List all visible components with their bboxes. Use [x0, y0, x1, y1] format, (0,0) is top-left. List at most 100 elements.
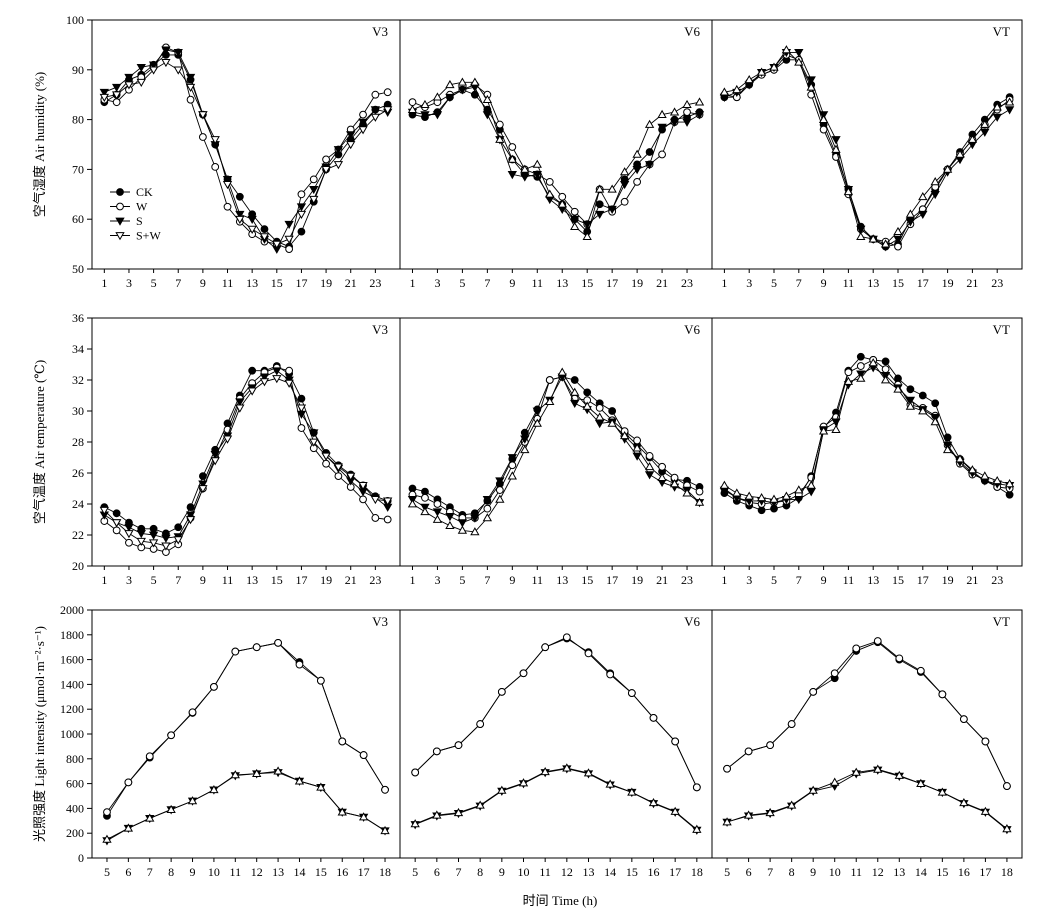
x-tick-label: 16	[958, 865, 970, 879]
y-tick-label-humidity: 100	[66, 13, 84, 27]
data-point	[124, 523, 134, 533]
data-point	[273, 766, 283, 775]
data-point	[260, 225, 269, 234]
data-point	[532, 407, 542, 416]
data-point	[145, 813, 155, 822]
data-point	[937, 787, 948, 796]
data-point	[507, 471, 517, 480]
data-point	[333, 463, 344, 472]
series-W	[408, 373, 704, 522]
data-point	[432, 810, 442, 819]
x-tick-label: 13	[246, 573, 258, 587]
data-point	[657, 123, 667, 132]
x-tick-label: 11	[222, 573, 234, 587]
series-line	[412, 89, 700, 233]
data-point	[694, 497, 705, 506]
data-point	[222, 180, 233, 190]
data-point	[346, 141, 356, 150]
data-point	[124, 73, 134, 83]
series-S+W	[719, 358, 1015, 503]
data-point	[185, 516, 196, 525]
x-tick-label: 7	[484, 276, 490, 290]
data-point	[124, 778, 133, 787]
x-tick-label: 18	[379, 865, 391, 879]
x-tick-label: 21	[345, 276, 357, 290]
legend-marker	[116, 202, 124, 211]
data-point	[880, 375, 891, 384]
data-point	[959, 798, 969, 807]
data-point	[432, 111, 443, 120]
data-point	[992, 102, 1002, 111]
data-point	[831, 144, 841, 153]
x-tick-label: 21	[656, 573, 668, 587]
x-tick-label: 17	[917, 276, 929, 290]
data-point	[381, 785, 389, 794]
data-point	[595, 404, 604, 412]
data-point	[595, 420, 605, 429]
data-point	[166, 804, 176, 813]
data-point	[445, 513, 455, 522]
x-tick-label: 15	[892, 276, 904, 290]
data-point	[980, 806, 991, 815]
x-tick-label: 12	[872, 865, 884, 879]
x-tick-label: 19	[320, 573, 332, 587]
data-point	[818, 114, 829, 123]
data-point	[235, 398, 245, 407]
y-axis-title-light: 光照强度 Light intensity (μmol·m⁻²·s⁻¹)	[32, 626, 47, 842]
data-point	[508, 461, 517, 470]
data-point	[980, 471, 990, 480]
series-S+W	[102, 766, 390, 843]
data-point	[595, 200, 604, 209]
data-point	[337, 807, 347, 816]
data-point	[358, 126, 368, 135]
data-point	[918, 191, 928, 201]
x-tick-label: 3	[746, 276, 752, 290]
data-point	[570, 221, 580, 231]
data-point	[136, 537, 146, 547]
data-point	[694, 111, 705, 120]
data-point	[756, 67, 767, 76]
data-point	[334, 472, 343, 481]
series-line	[106, 771, 386, 841]
data-point	[297, 394, 306, 403]
series-S+W	[719, 45, 1015, 248]
data-point	[895, 654, 904, 663]
legend-label: S	[136, 214, 143, 228]
data-point	[644, 461, 655, 471]
data-point	[558, 192, 567, 201]
data-point	[223, 202, 232, 211]
data-point	[470, 514, 480, 523]
data-point	[518, 778, 529, 787]
data-point	[259, 373, 270, 382]
data-point	[657, 109, 667, 118]
data-point	[296, 210, 307, 220]
data-point	[482, 496, 493, 505]
data-point	[873, 764, 883, 773]
data-point	[794, 49, 804, 58]
data-point	[632, 443, 642, 452]
data-point	[358, 812, 369, 821]
data-point	[894, 770, 904, 779]
series-S	[99, 367, 393, 543]
series-line	[104, 54, 388, 248]
data-point	[645, 148, 654, 156]
data-point	[541, 643, 550, 652]
data-point	[322, 155, 330, 164]
series-S	[407, 83, 705, 229]
x-tick-label: 13	[272, 865, 284, 879]
data-point	[102, 834, 112, 843]
data-point	[627, 689, 636, 697]
x-tick-label: 17	[979, 865, 991, 879]
x-tick-label: 5	[412, 865, 418, 879]
data-point	[359, 110, 367, 119]
y-tick-label-temperature: 20	[72, 559, 84, 573]
panel-frame	[711, 19, 1023, 270]
data-point	[316, 782, 326, 791]
x-tick-label: 9	[200, 573, 206, 587]
data-point	[210, 136, 220, 145]
y-tick-label-temperature: 28	[72, 435, 84, 449]
x-tick-label: 7	[767, 865, 773, 879]
series-line	[724, 59, 1010, 248]
